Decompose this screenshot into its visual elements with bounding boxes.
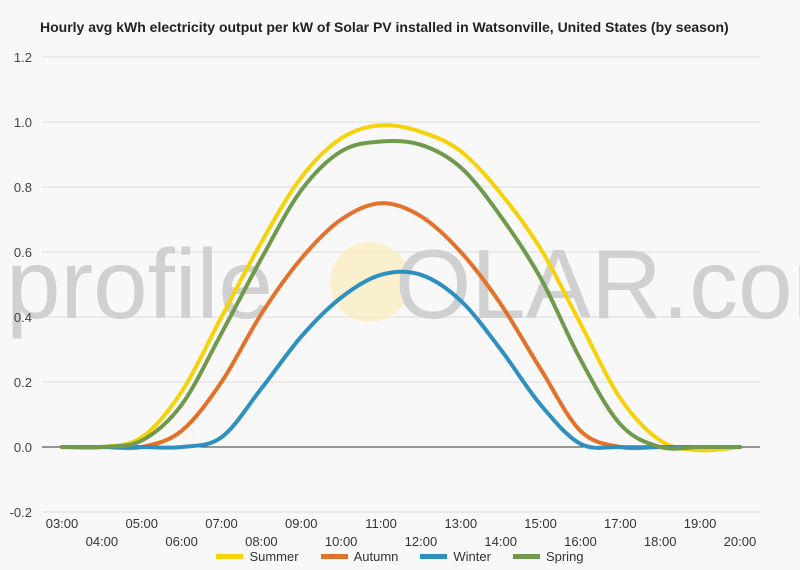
x-tick-label: 19:00 [684, 516, 717, 531]
grid-lines [42, 56, 760, 513]
y-axis-ticks: 1.2 1.0 0.8 0.6 0.4 0.2 0.0 -0.2 [10, 50, 32, 520]
watermark-text-right: OLAR.com [395, 229, 800, 339]
x-tick-label: 13:00 [445, 516, 478, 531]
legend-item-winter[interactable]: Winter [420, 549, 491, 564]
x-tick-label: 04:00 [86, 534, 119, 549]
x-tick-label: 12:00 [405, 534, 438, 549]
x-tick-label: 11:00 [365, 516, 397, 531]
legend-swatch [216, 554, 244, 559]
y-tick-label: 1.2 [14, 50, 32, 65]
x-tick-label: 03:00 [46, 516, 79, 531]
x-tick-label: 18:00 [644, 534, 677, 549]
x-tick-label: 07:00 [205, 516, 238, 531]
x-axis-ticks: 03:00 04:00 05:00 06:00 07:00 08:00 09:00 10:00… [46, 516, 757, 549]
x-tick-label: 14:00 [484, 534, 517, 549]
x-tick-label: 10:00 [325, 534, 358, 549]
series-lines [60, 123, 742, 453]
chart-title: Hourly avg kWh electricity output per kW… [40, 19, 729, 35]
series-line-winter [60, 269, 742, 450]
legend-label: Summer [249, 549, 299, 564]
x-tick-label: 05:00 [125, 516, 158, 531]
series-line-summer [60, 123, 742, 453]
y-tick-label: 1.0 [14, 115, 32, 130]
y-tick-label: 0.2 [14, 375, 32, 390]
legend-swatch [512, 554, 540, 559]
series-line-spring [60, 138, 742, 451]
legend-item-summer[interactable]: Summer [216, 549, 299, 564]
legend-label: Autumn [353, 549, 399, 564]
watermark: profile S OLAR.com [6, 229, 800, 339]
watermark-text-left: profile [6, 229, 273, 339]
x-tick-label: 16:00 [564, 534, 597, 549]
legend-item-autumn[interactable]: Autumn [320, 549, 399, 564]
y-tick-label: 0.4 [14, 310, 32, 325]
x-tick-label: 09:00 [285, 516, 318, 531]
x-tick-label: 06:00 [165, 534, 198, 549]
y-tick-label: 0.8 [14, 180, 32, 195]
y-tick-label: 0.6 [14, 245, 32, 260]
legend: Summer Autumn Winter Spring [0, 549, 800, 564]
y-tick-label: -0.2 [10, 505, 32, 520]
x-tick-label: 17:00 [604, 516, 637, 531]
x-tick-label: 20:00 [724, 534, 757, 549]
y-tick-label: 0.0 [14, 440, 32, 455]
legend-swatch [420, 554, 448, 559]
legend-label: Spring [545, 549, 584, 564]
watermark-sun [330, 242, 410, 322]
x-tick-label: 15:00 [524, 516, 557, 531]
x-tick-label: 08:00 [245, 534, 278, 549]
legend-item-spring[interactable]: Spring [512, 549, 584, 564]
legend-label: Winter [453, 549, 491, 564]
legend-swatch [320, 554, 348, 559]
